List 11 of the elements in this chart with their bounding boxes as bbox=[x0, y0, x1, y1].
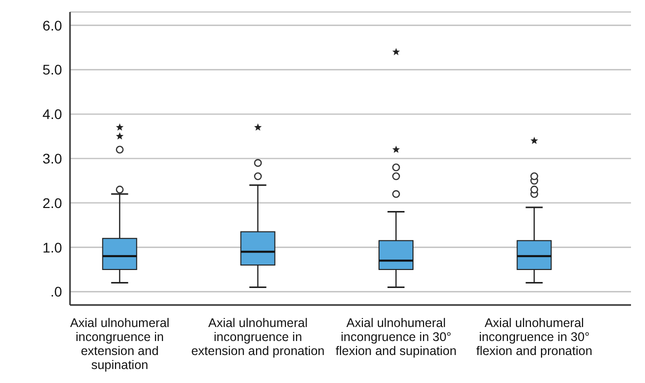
y-tick-label: 3.0 bbox=[42, 150, 62, 166]
x-tick-label: Axial ulnohumeral incongruence in 30° flexion and pronation bbox=[476, 316, 592, 358]
x-tick-label: Axial ulnohumeral incongruence in extension and supination bbox=[70, 316, 170, 372]
y-tick-label: 2.0 bbox=[42, 194, 62, 211]
y-tick-label: 5.0 bbox=[42, 62, 62, 78]
y-tick-label: 6.0 bbox=[42, 17, 62, 34]
y-tick-label: .0 bbox=[50, 284, 62, 300]
y-tick-label: 4.0 bbox=[42, 106, 62, 122]
y-tick-label: 1.0 bbox=[42, 239, 62, 256]
x-tick-label: Axial ulnohumeral incongruence in 30° flexion and supination bbox=[336, 316, 457, 358]
x-tick-label: Axial ulnohumeral incongruence in extension and pronation bbox=[191, 316, 325, 358]
